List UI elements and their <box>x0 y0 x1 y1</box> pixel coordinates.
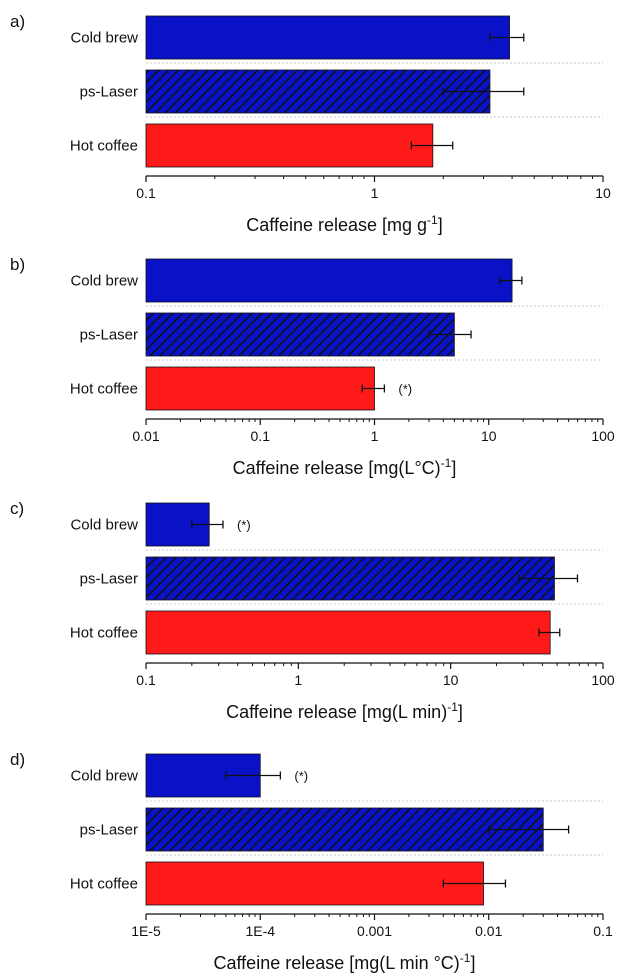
x-tick-label: 1 <box>294 672 302 688</box>
bar-hot-coffee <box>145 861 484 906</box>
panel-letter: a) <box>10 12 25 31</box>
x-tick-label: 100 <box>591 428 615 444</box>
x-tick-label: 1E-5 <box>131 923 161 939</box>
category-label: Cold brew <box>70 768 138 785</box>
panel-1: a) Cold brew ps-Laser Hot coffee 0.1 1 10 Caffe… <box>10 12 611 235</box>
x-tick-label: 10 <box>443 672 459 688</box>
x-tick-label: 0.1 <box>251 428 271 444</box>
bar-ps-laser <box>145 312 455 357</box>
panel-4: d) Cold brew (*) ps-Laser Hot coffee 1E-5 1E-4… <box>10 750 613 973</box>
bar-hot-coffee <box>145 366 375 411</box>
chart-root: a) Cold brew ps-Laser Hot coffee 0.1 1 10 Caffe… <box>10 12 615 973</box>
category-label: Hot coffee <box>70 381 138 398</box>
bar-cold-brew <box>145 15 510 60</box>
bar-ps-laser <box>145 556 555 601</box>
significance-annotation: (*) <box>294 769 308 784</box>
x-axis-title: Caffeine release [mg(L min °C)-1] <box>214 951 476 973</box>
x-axis-title: Caffeine release [mg(L°C)-1] <box>233 456 457 478</box>
significance-annotation: (*) <box>398 382 412 397</box>
panel-2: b) Cold brew ps-Laser Hot coffee (*) 0.01 0.1 1… <box>10 255 615 478</box>
category-label: ps-Laser <box>80 84 138 101</box>
bar-ps-laser <box>145 807 544 852</box>
significance-annotation: (*) <box>237 518 251 533</box>
category-label: Hot coffee <box>70 138 138 155</box>
x-tick-label: 0.01 <box>475 923 502 939</box>
category-label: Cold brew <box>70 517 138 534</box>
x-axis-title: Caffeine release [mg g-1] <box>246 213 442 235</box>
x-tick-label: 0.1 <box>593 923 613 939</box>
bar-ps-laser <box>145 69 491 114</box>
panel-letter: b) <box>10 255 25 274</box>
panel-letter: c) <box>10 499 24 518</box>
bar-hot-coffee <box>145 610 551 655</box>
x-tick-label: 0.001 <box>357 923 392 939</box>
category-label: ps-Laser <box>80 327 138 344</box>
x-tick-label: 10 <box>481 428 497 444</box>
category-label: Cold brew <box>70 273 138 290</box>
x-tick-label: 0.1 <box>136 672 156 688</box>
x-tick-label: 1 <box>371 428 379 444</box>
x-tick-label: 1 <box>371 185 379 201</box>
panel-letter: d) <box>10 750 25 769</box>
category-label: Hot coffee <box>70 625 138 642</box>
x-tick-label: 1E-4 <box>245 923 275 939</box>
category-label: Hot coffee <box>70 876 138 893</box>
category-label: ps-Laser <box>80 822 138 839</box>
bar-hot-coffee <box>145 123 434 168</box>
x-tick-label: 10 <box>595 185 611 201</box>
panel-3: c) Cold brew (*) ps-Laser Hot coffee 0.1 1 10 10… <box>10 499 615 722</box>
category-label: ps-Laser <box>80 571 138 588</box>
category-label: Cold brew <box>70 30 138 47</box>
x-tick-label: 0.01 <box>132 428 159 444</box>
x-tick-label: 0.1 <box>136 185 156 201</box>
bar-cold-brew <box>145 258 513 303</box>
x-axis-title: Caffeine release [mg(L min)-1] <box>226 700 463 722</box>
x-tick-label: 100 <box>591 672 615 688</box>
